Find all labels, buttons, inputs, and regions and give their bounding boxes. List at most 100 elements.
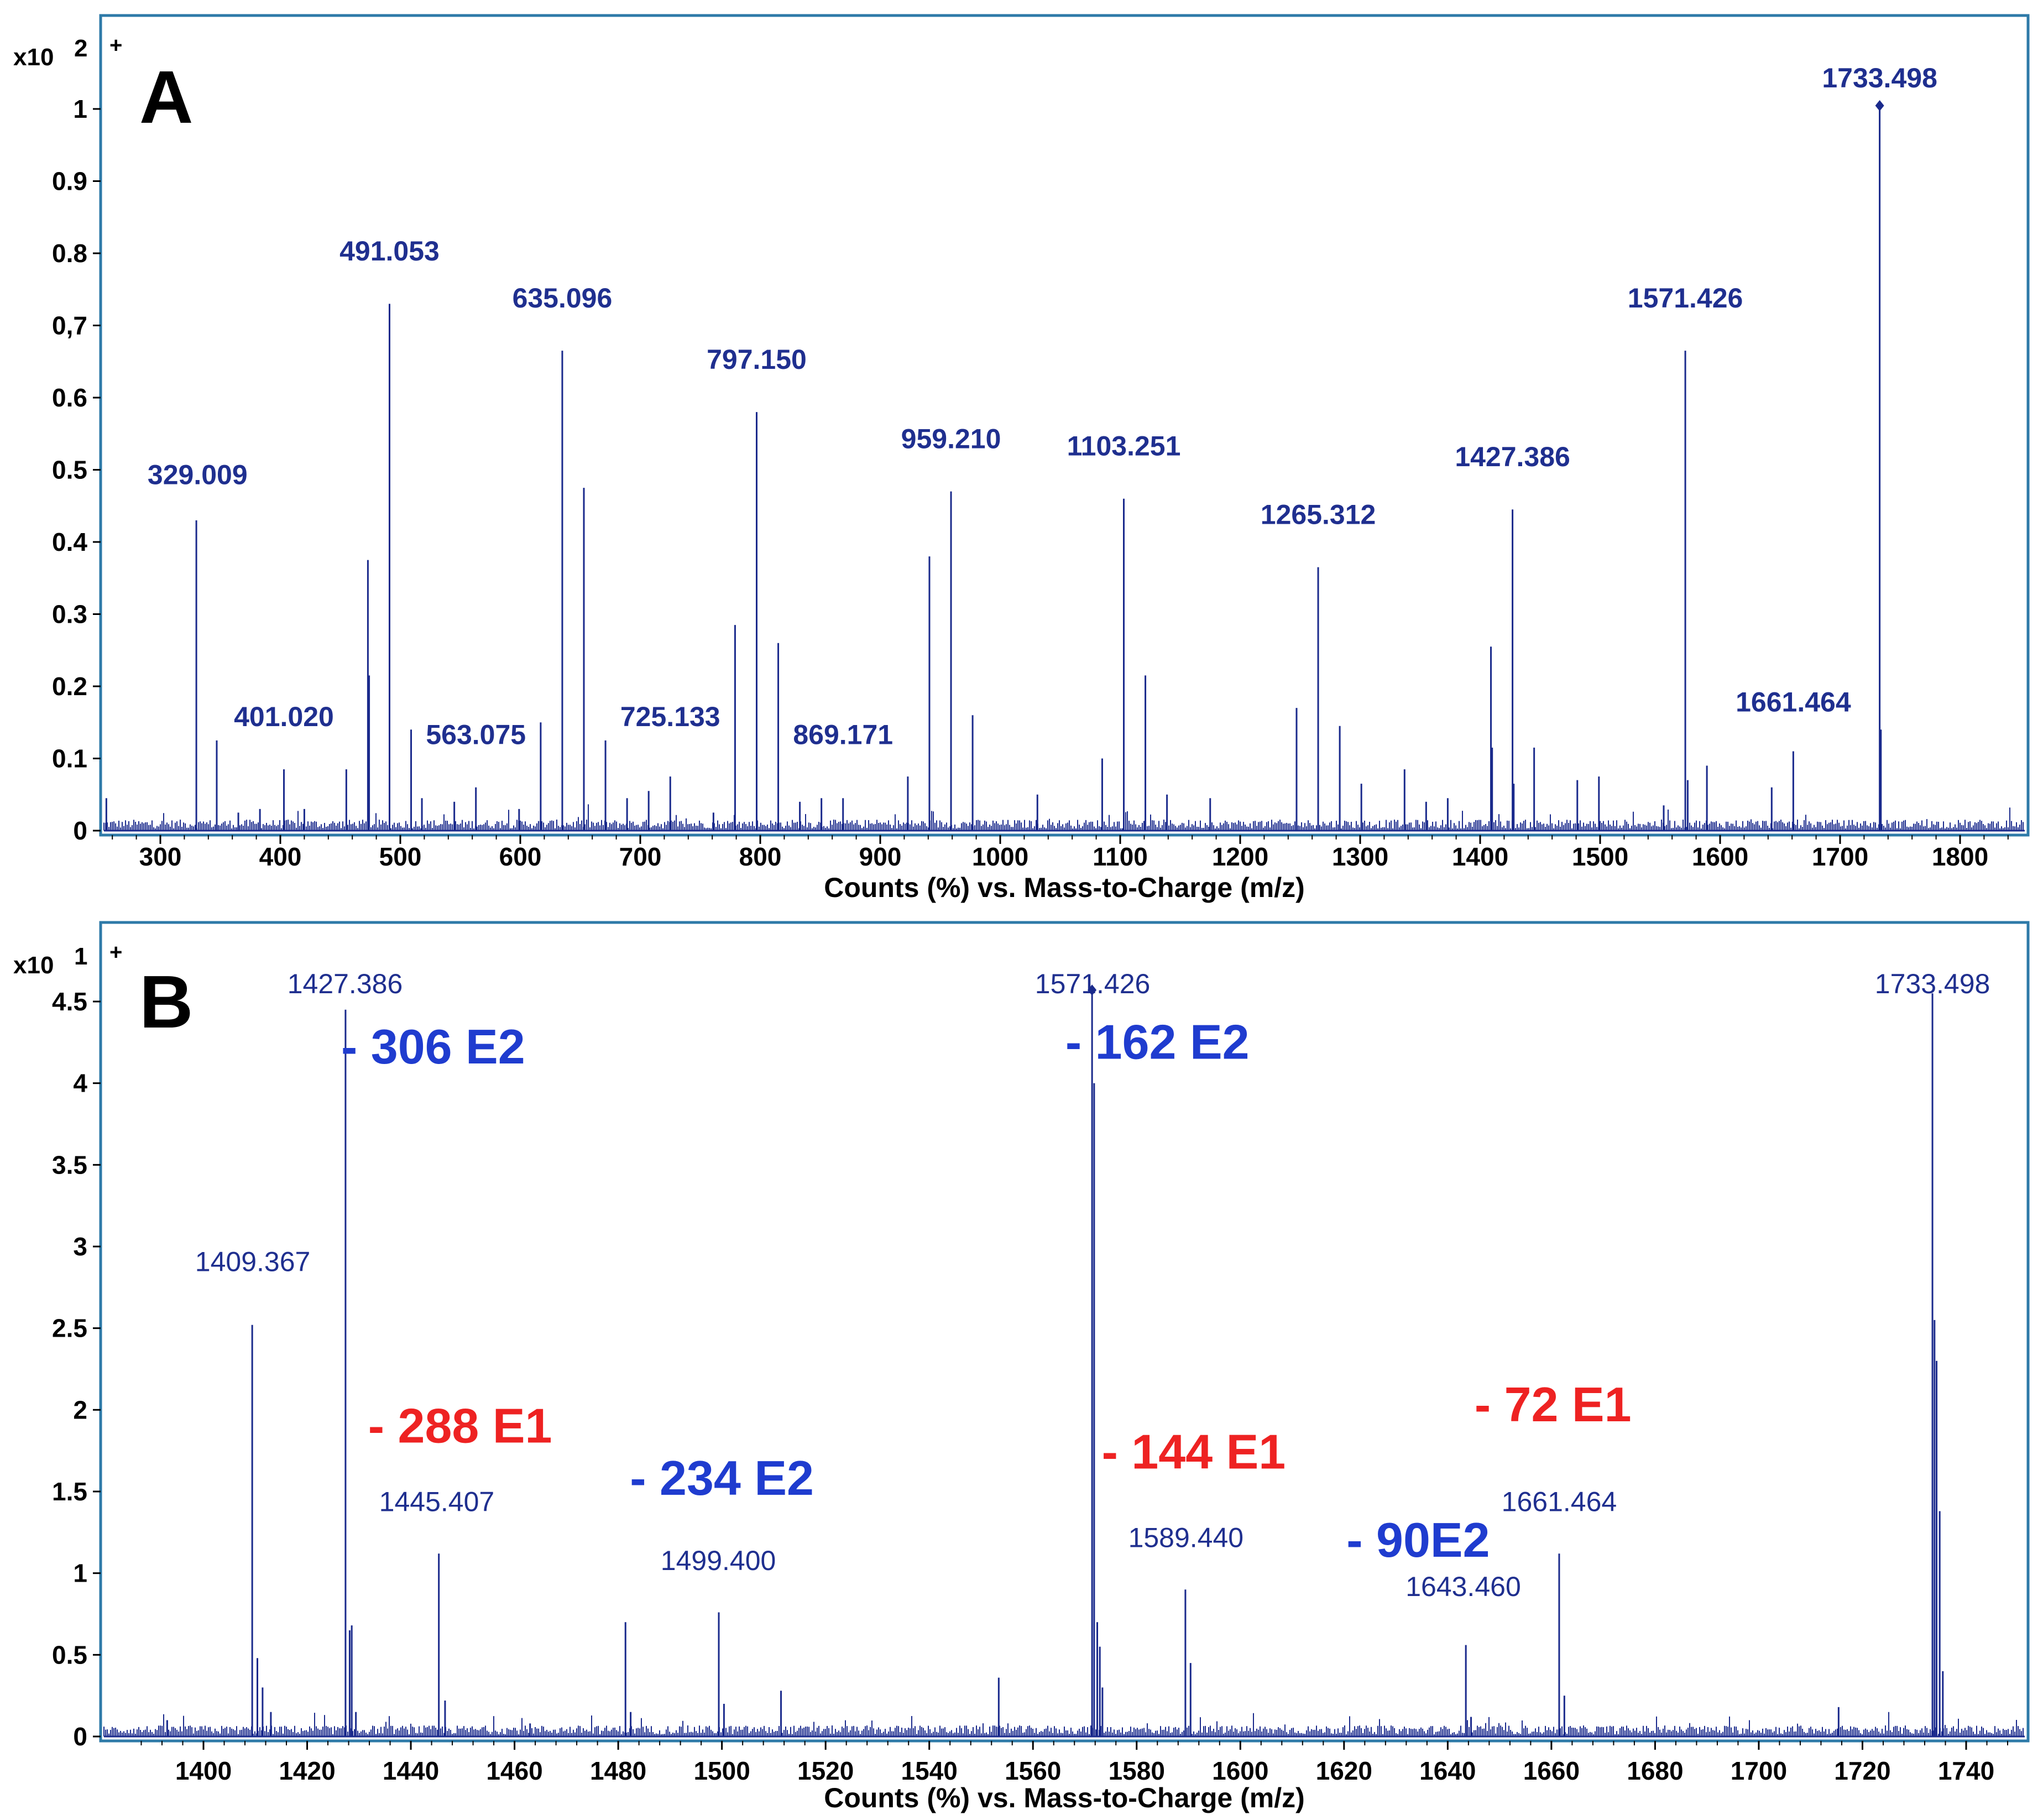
x-tick-label: 500 (379, 842, 422, 871)
panel-letter: B (139, 960, 194, 1044)
peak-label: 1499.400 (661, 1545, 776, 1576)
y-tick-label: 0.3 (52, 600, 87, 629)
x-tick-label: 1540 (901, 1756, 958, 1785)
peak-label: 725.133 (620, 701, 720, 732)
y-tick-label: 2 (73, 1395, 87, 1424)
peak-label: 1571.426 (1628, 283, 1743, 314)
y-tick-label: 0.6 (52, 383, 87, 412)
peak-label: 1661.464 (1736, 687, 1851, 718)
loss-annotation: - 306 E2 (341, 1019, 525, 1074)
x-tick-label: 1500 (1572, 842, 1628, 871)
y-tick-label: 0 (73, 1722, 87, 1751)
y-tick-label: 0,7 (52, 311, 87, 340)
x-axis-label: Counts (%) vs. Mass-to-Charge (m/z) (824, 872, 1305, 903)
x-tick-label: 800 (739, 842, 782, 871)
x-tick-label: 1680 (1627, 1756, 1683, 1785)
peak-label: 797.150 (707, 344, 807, 375)
x-tick-label: 1200 (1212, 842, 1268, 871)
y-scale-prefix: x10 (13, 44, 54, 71)
polarity-marker: + (109, 940, 122, 964)
loss-annotation: - 72 E1 (1475, 1377, 1632, 1432)
baseline-noise (103, 1712, 2024, 1736)
plot-frame (99, 921, 2030, 1743)
y-scale-prefix: x10 (13, 952, 54, 979)
peak-label: 1427.386 (1455, 441, 1570, 472)
peak-label: 1589.440 (1128, 1522, 1244, 1553)
loss-annotation: - 234 E2 (630, 1451, 814, 1505)
peak-label: 1103.251 (1067, 430, 1181, 461)
x-tick-label: 1460 (486, 1756, 542, 1785)
peak-label: 329.009 (148, 460, 248, 491)
x-tick-label: 1420 (279, 1756, 335, 1785)
loss-annotation: - 162 E2 (1065, 1014, 1250, 1069)
peak-label: 1445.407 (379, 1486, 495, 1517)
x-tick-label: 1740 (1938, 1756, 1994, 1785)
x-tick-label: 1400 (1452, 842, 1508, 871)
x-tick-label: 400 (259, 842, 302, 871)
x-tick-label: 1560 (1005, 1756, 1061, 1785)
peak-label: 959.210 (901, 423, 1001, 454)
polarity-marker: + (109, 33, 122, 58)
panel-B: 0 0.5 1 1.5 2 2.5 3 3.5 4 4.5 1400 1420 1440 1460 1480… (13, 921, 2030, 1813)
y-scale-exponent: 2 (74, 35, 87, 62)
x-tick-label: 1400 (175, 1756, 232, 1785)
y-tick-label: 0.5 (52, 456, 87, 484)
peak-label: 1733.498 (1822, 62, 1937, 93)
x-tick-label: 1440 (383, 1756, 439, 1785)
base-peak-marker (1088, 984, 1097, 996)
x-tick-label: 1700 (1812, 842, 1868, 871)
x-tick-label: 1520 (797, 1756, 854, 1785)
loss-annotation: - 144 E1 (1102, 1425, 1286, 1479)
x-tick-label: 900 (859, 842, 902, 871)
y-tick-label: 0.2 (52, 672, 87, 701)
y-tick-label: 0.1 (52, 744, 87, 773)
peak-label: 869.171 (793, 719, 893, 750)
y-tick-label: 0.9 (52, 167, 87, 196)
x-tick-label: 1600 (1212, 1756, 1268, 1785)
peak-label: 563.075 (426, 719, 526, 750)
y-tick-label: 0 (73, 816, 87, 845)
x-tick-label: 1620 (1316, 1756, 1372, 1785)
x-tick-label: 600 (499, 842, 542, 871)
x-tick-label: 700 (619, 842, 662, 871)
peak-label: 491.053 (339, 236, 440, 267)
y-tick-label: 0.8 (52, 239, 87, 268)
peak-label: 401.020 (234, 701, 334, 732)
y-tick-label: 1 (73, 1559, 87, 1588)
x-tick-label: 1600 (1692, 842, 1748, 871)
x-tick-label: 1300 (1332, 842, 1388, 871)
loss-annotation: - 90E2 (1346, 1513, 1490, 1567)
y-tick-label: 4.5 (52, 987, 87, 1016)
peak-label: 1643.460 (1405, 1571, 1521, 1602)
y-tick-label: 2.5 (52, 1314, 87, 1343)
peak-label: 1733.498 (1875, 968, 1990, 999)
x-tick-label: 1660 (1523, 1756, 1580, 1785)
y-tick-label: 0.5 (52, 1640, 87, 1669)
peak-label: 1661.464 (1502, 1486, 1617, 1517)
x-tick-label: 300 (139, 842, 182, 871)
y-scale-exponent: 1 (74, 943, 87, 970)
x-tick-label: 1100 (1093, 842, 1148, 871)
y-tick-label: 4 (73, 1069, 87, 1098)
x-tick-label: 1580 (1109, 1756, 1165, 1785)
peak-label: 635.096 (513, 283, 613, 314)
peak-label: 1409.367 (195, 1246, 311, 1277)
baseline-noise (103, 804, 2024, 831)
peak-label: 1265.312 (1261, 499, 1376, 530)
x-tick-label: 1500 (693, 1756, 750, 1785)
y-tick-label: 3.5 (52, 1150, 87, 1179)
x-axis-label: Counts (%) vs. Mass-to-Charge (m/z) (824, 1782, 1305, 1813)
x-tick-label: 1700 (1731, 1756, 1787, 1785)
y-tick-label: 3 (73, 1232, 87, 1261)
x-tick-label: 1480 (590, 1756, 646, 1785)
loss-annotation: - 288 E1 (368, 1398, 552, 1453)
panel-letter: A (139, 55, 194, 139)
base-peak-marker (1875, 100, 1884, 111)
y-tick-label: 1.5 (52, 1477, 87, 1506)
y-tick-label: 1 (73, 95, 87, 123)
x-tick-label: 1800 (1932, 842, 1988, 871)
y-tick-label: 0.4 (52, 528, 87, 556)
x-tick-label: 1720 (1834, 1756, 1890, 1785)
